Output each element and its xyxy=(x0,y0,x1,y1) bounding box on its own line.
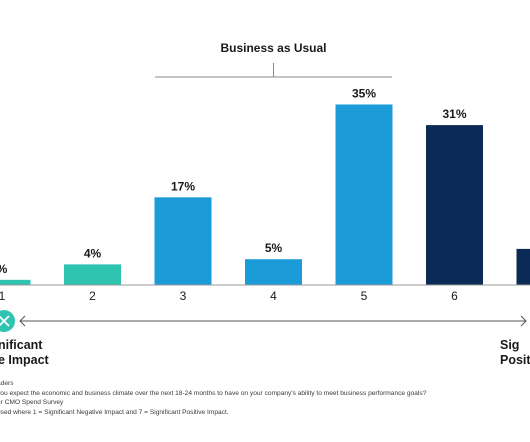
right-end-label-line-1: Sig xyxy=(500,338,520,352)
bar-3 xyxy=(154,197,212,285)
left-end-label-line-2: e Impact xyxy=(0,353,49,367)
x-tick-label-5: 5 xyxy=(361,289,368,303)
note-line-4: used where 1 = Significant Negative Impa… xyxy=(0,408,229,416)
chart-notes: aders you expect the economic and busine… xyxy=(0,379,530,417)
bar-5 xyxy=(335,104,393,285)
right-end-label-line-2: Positi xyxy=(500,353,530,367)
data-label-4: 5% xyxy=(265,241,283,255)
bars-group: %14%217%35%435%531%67 xyxy=(0,86,530,303)
data-label-1: % xyxy=(0,262,8,276)
bar-6 xyxy=(426,125,483,286)
bar-7 xyxy=(516,248,530,285)
bar-2 xyxy=(64,264,121,285)
bar-1 xyxy=(0,279,31,285)
bracket-title: Business as Usual xyxy=(220,41,326,55)
data-label-6: 31% xyxy=(442,107,466,121)
left-end-label-line-1: nificant xyxy=(0,338,43,352)
x-tick-label-3: 3 xyxy=(180,289,187,303)
x-tick-label-6: 6 xyxy=(451,289,458,303)
x-tick-label-4: 4 xyxy=(270,289,277,303)
right-end-label: Sig Positi xyxy=(500,338,530,368)
x-tick-label-2: 2 xyxy=(89,289,96,303)
data-label-5: 35% xyxy=(352,86,376,100)
data-label-2: 4% xyxy=(84,246,102,260)
double-arrow-icon xyxy=(19,315,527,327)
note-line-2: you expect the economic and business cli… xyxy=(0,389,427,397)
bar-4 xyxy=(245,259,302,285)
x-tick-label-1: 1 xyxy=(0,289,6,303)
left-end-label: nificant e Impact xyxy=(0,338,49,368)
data-label-3: 17% xyxy=(171,179,195,193)
note-line-1: aders xyxy=(0,380,14,387)
x-circle-icon xyxy=(0,310,15,332)
note-line-3: er CMO Spend Survey xyxy=(0,399,64,406)
